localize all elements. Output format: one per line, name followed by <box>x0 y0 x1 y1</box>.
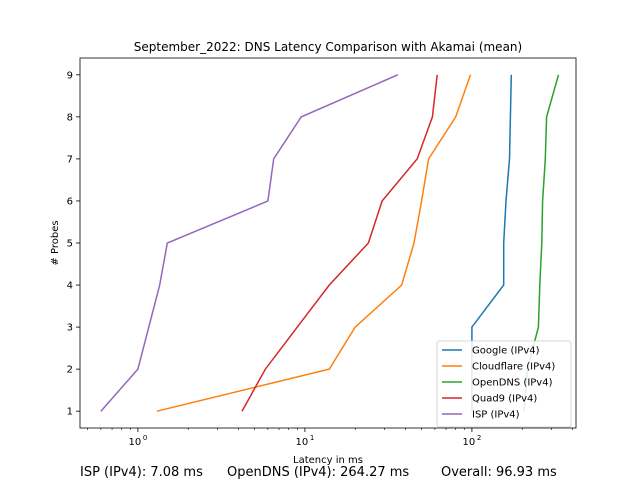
legend-label: ISP (IPv4) <box>472 410 520 421</box>
legend-label: OpenDNS (IPv4) <box>472 378 553 389</box>
isp-summary: ISP (IPv4): 7.08 ms <box>80 465 203 480</box>
x-tick-label: 10 <box>129 437 142 448</box>
x-tick-label: 10 <box>296 437 309 448</box>
y-tick-label: 4 <box>67 281 73 292</box>
y-tick-label: 1 <box>67 407 73 418</box>
y-tick-label: 8 <box>67 112 73 123</box>
y-tick-label: 3 <box>67 323 73 334</box>
x-tick-exponent: 0 <box>143 434 147 442</box>
series-line-4 <box>100 74 399 412</box>
plot-frame <box>79 57 577 429</box>
y-tick-label: 5 <box>67 239 73 250</box>
series-line-3 <box>241 74 438 412</box>
opendns-summary: OpenDNS (IPv4): 264.27 ms <box>227 465 410 480</box>
legend-label: Cloudflare (IPv4) <box>472 362 555 373</box>
legend-label: Quad9 (IPv4) <box>472 394 537 405</box>
x-tick-label: 10 <box>463 437 476 448</box>
y-tick-label: 7 <box>67 154 73 165</box>
chart-title: September_2022: DNS Latency Comparison w… <box>134 40 522 54</box>
legend-label: Google (IPv4) <box>472 346 540 357</box>
series-line-1 <box>156 74 472 412</box>
y-axis-label: # Probes <box>50 220 61 265</box>
y-tick-label: 6 <box>67 196 73 207</box>
legend-box <box>436 340 572 428</box>
x-tick-exponent: 2 <box>477 434 481 442</box>
summary-footer: ISP (IPv4): 7.08 ms OpenDNS (IPv4): 264.… <box>0 465 640 481</box>
x-axis-label: Latency in ms <box>293 455 363 466</box>
x-tick-exponent: 1 <box>310 434 314 442</box>
y-tick-label: 9 <box>67 70 73 81</box>
y-tick-label: 2 <box>67 365 73 376</box>
overall-summary: Overall: 96.93 ms <box>441 465 557 480</box>
